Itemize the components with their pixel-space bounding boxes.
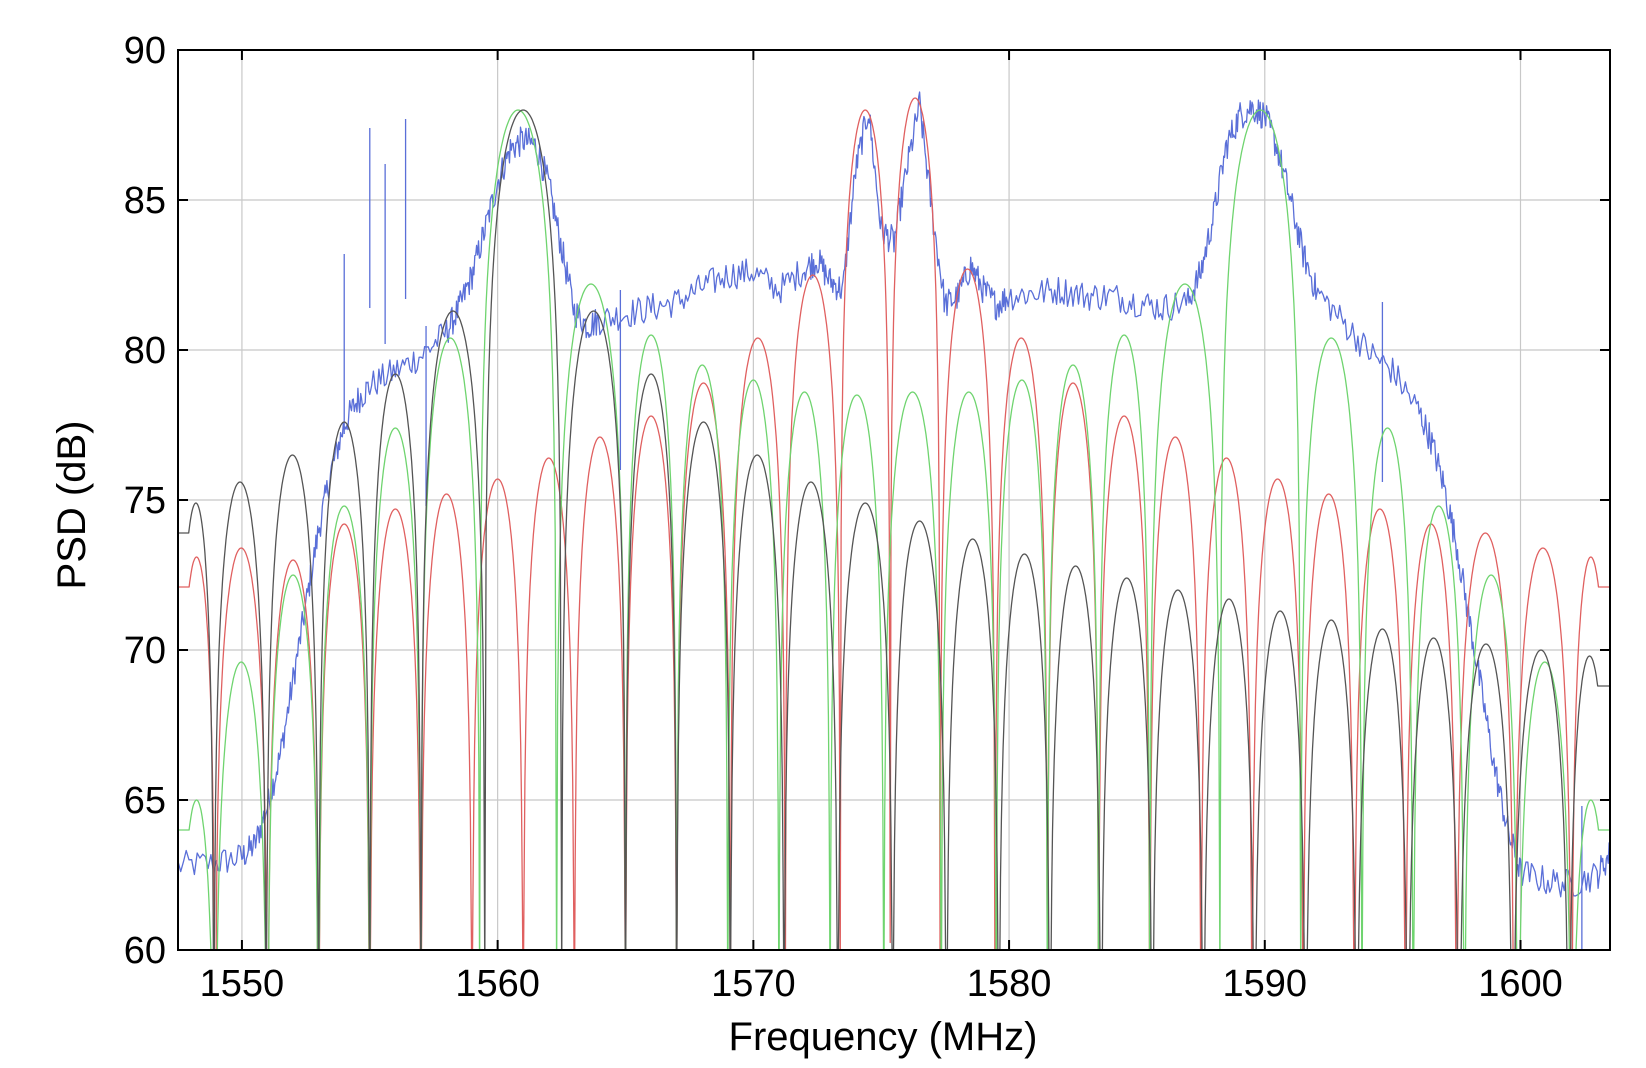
x-tick-label: 1590 (1223, 963, 1308, 1005)
y-tick-label: 60 (124, 930, 166, 972)
x-tick-label: 1580 (967, 963, 1052, 1005)
y-tick-label: 90 (124, 30, 166, 72)
y-tick-label: 80 (124, 330, 166, 372)
y-tick-label: 85 (124, 180, 166, 222)
x-tick-label: 1600 (1478, 963, 1563, 1005)
y-axis-title: PSD (dB) (50, 421, 94, 590)
ticks: 1550 1560 1570 1580 1590 1600 60 65 70 75 80 85 90 (124, 30, 1610, 1005)
series-layer (178, 91, 1610, 950)
y-tick-label: 75 (124, 480, 166, 522)
y-tick-label: 65 (124, 780, 166, 822)
x-tick-label: 1570 (711, 963, 796, 1005)
grid (178, 49, 1610, 951)
series-line-0 (178, 91, 1610, 898)
x-tick-label: 1550 (200, 963, 285, 1005)
series-line-1 (178, 97, 1610, 950)
series-line-2 (178, 109, 1610, 950)
x-tick-label: 1560 (455, 963, 540, 1005)
y-tick-label: 70 (124, 630, 166, 672)
series-line-3 (178, 109, 1610, 950)
x-axis-title: Frequency (MHz) (729, 1015, 1038, 1059)
